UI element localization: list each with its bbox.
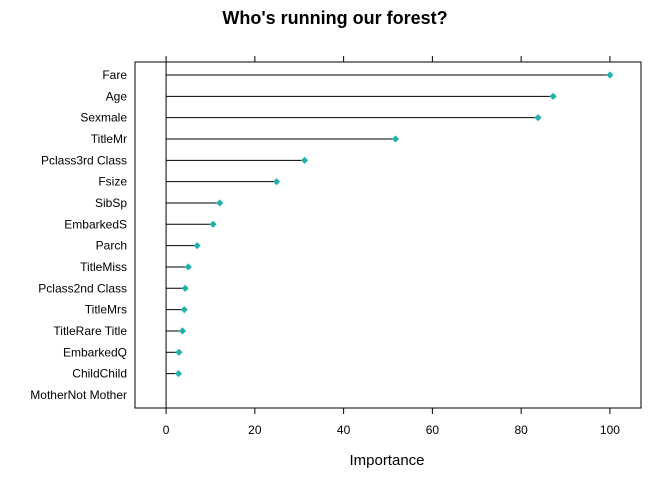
point-4 [300,156,309,164]
category-label: Pclass2nd Class [38,281,127,295]
point-9 [184,263,192,271]
category-label: Sexmale [80,111,127,125]
category-label: TitleMrs [85,303,127,317]
point-1 [549,92,557,100]
category-label: Fsize [98,175,127,189]
point-13 [175,348,183,356]
point-10 [181,284,189,292]
point-14 [174,370,183,378]
category-label: TitleMr [91,132,127,146]
point-3 [391,135,400,143]
category-label: Fare [102,68,127,82]
x-tick-label: 40 [337,423,351,437]
top-axis-ticks [165,56,611,62]
category-label: SibSp [95,196,127,210]
x-tick-labels: 0 20 40 60 80 100 [163,423,621,437]
point-7 [209,220,217,228]
x-tick-label: 60 [426,423,440,437]
point-0 [606,71,614,79]
point-2 [534,114,542,122]
point-12 [178,327,187,335]
x-tick-label: 20 [248,423,262,437]
category-label: ChildChild [72,367,127,381]
point-6 [216,199,224,207]
category-label: Age [106,89,128,103]
category-label: Pclass3rd Class [41,153,127,167]
x-tick-label: 80 [514,423,528,437]
chart-title: Who's running our forest? [222,8,447,28]
importance-stems [166,74,610,375]
bottom-axis-ticks [165,408,611,414]
x-tick-label: 0 [163,423,170,437]
category-label: EmbarkedQ [63,345,127,359]
point-11 [180,306,188,314]
point-5 [273,178,281,186]
importance-points [174,71,614,378]
point-8 [193,242,201,250]
category-labels: Fare Age Sexmale TitleMr Pclass3rd Class Fsiz… [30,68,127,402]
category-label: TitleMiss [80,260,127,274]
category-label: TitleRare Title [53,324,127,338]
category-label: EmbarkedS [64,217,127,231]
x-axis-label: Importance [349,452,424,469]
x-tick-label: 100 [600,423,620,437]
category-label: MotherNot Mother [30,388,127,402]
plot-frame [134,61,642,409]
category-label: Parch [96,239,127,253]
